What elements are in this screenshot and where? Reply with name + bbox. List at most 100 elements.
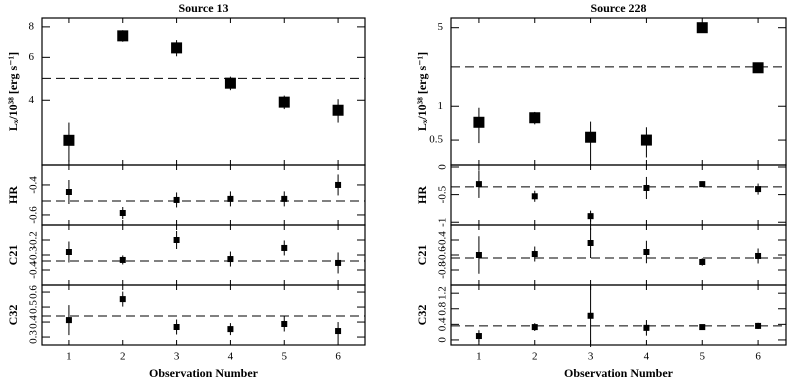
x-axis-label: Observation Number [149, 366, 259, 380]
x-tick-label: 6 [755, 351, 761, 363]
panel-frame [41, 164, 366, 226]
x-tick-label: 2 [532, 351, 538, 363]
data-point [224, 77, 236, 89]
y-tick-label: -0.4 [28, 176, 40, 194]
y-axis-label: C21 [6, 245, 20, 266]
data-point [335, 259, 342, 266]
y-tick-label: 8 [29, 20, 35, 32]
panel-frame [41, 284, 366, 346]
data-point [699, 324, 706, 331]
panel-frame [450, 224, 787, 286]
panel-frame [450, 284, 787, 346]
x-tick-label: 5 [282, 351, 288, 363]
y-axis-label: Lₓ/10³⁸ [erg s⁻¹] [415, 52, 429, 131]
data-point [335, 328, 342, 335]
y-tick-label: -0.3 [28, 246, 40, 264]
data-point [278, 96, 290, 108]
data-point [281, 195, 288, 202]
data-point [755, 186, 762, 193]
data-point [475, 252, 482, 258]
data-point [585, 131, 597, 143]
data-point [699, 181, 706, 188]
x-axis-label: Observation Number [564, 366, 674, 380]
data-point [587, 240, 594, 246]
data-point [281, 244, 288, 251]
data-point [531, 193, 538, 200]
y-tick-label: 1 [438, 100, 444, 112]
data-point [531, 251, 538, 258]
x-tick-label: 5 [700, 351, 706, 363]
y-tick-label: -0.2 [28, 231, 40, 248]
y-axis-label: Lₓ/10³⁸ [erg s⁻¹] [6, 52, 20, 131]
data-point [173, 324, 180, 330]
data-point [227, 256, 234, 263]
y-tick-label: 0.4 [437, 317, 449, 331]
y-tick-label: 0 [437, 164, 449, 170]
x-tick-label: 4 [228, 351, 234, 363]
panel-frame [450, 17, 787, 166]
y-tick-label: -0.6 [28, 206, 40, 224]
x-tick-label: 3 [588, 351, 594, 363]
data-point [696, 22, 708, 34]
data-point [173, 237, 180, 243]
data-point [227, 326, 234, 333]
y-tick-label: 4 [29, 94, 35, 106]
data-point [529, 112, 541, 124]
data-point [117, 30, 129, 42]
data-point [332, 104, 344, 116]
data-point [119, 256, 126, 263]
data-point [752, 62, 764, 74]
y-tick-label: -0.8 [437, 261, 449, 279]
data-point [227, 195, 234, 202]
y-tick-label: 0.3 [28, 330, 40, 344]
data-point [643, 184, 650, 191]
y-tick-label: 5 [438, 21, 444, 33]
x-tick-label: 2 [120, 351, 126, 363]
panel-frame [450, 164, 787, 226]
data-point [475, 181, 482, 188]
y-axis-label: HR [415, 186, 429, 204]
data-point [119, 296, 126, 303]
y-tick-label: 1.2 [437, 286, 449, 300]
data-point [171, 42, 183, 54]
data-point [643, 324, 650, 331]
y-tick-label: 0.4 [28, 315, 40, 329]
y-tick-label: 0.5 [429, 134, 443, 146]
data-point [475, 333, 482, 340]
data-point [755, 252, 762, 259]
y-tick-label: -0.5 [437, 185, 449, 203]
y-tick-label: -0.4 [28, 261, 40, 279]
data-point [699, 258, 706, 265]
data-point [173, 196, 180, 203]
x-tick-label: 1 [476, 351, 482, 363]
data-point [531, 324, 538, 331]
y-tick-label: 0 [437, 337, 449, 343]
y-tick-label: -0.4 [437, 231, 449, 249]
data-point [755, 322, 762, 329]
x-tick-label: 6 [335, 351, 341, 363]
data-point [640, 134, 652, 146]
y-axis-label: HR [6, 186, 20, 204]
y-tick-label: 0.6 [28, 285, 40, 299]
chart-title: Source 13 [178, 1, 228, 15]
data-point [587, 213, 594, 220]
data-point [643, 249, 650, 255]
y-axis-label: C21 [415, 245, 429, 266]
x-tick-label: 1 [66, 351, 72, 363]
panel-frame [41, 17, 366, 166]
data-point [65, 249, 72, 255]
data-point [63, 134, 75, 146]
data-point [65, 189, 72, 195]
y-tick-label: 0.8 [437, 301, 449, 315]
y-axis-label: C32 [415, 305, 429, 326]
data-point [119, 210, 126, 216]
y-tick-label: 0.5 [28, 300, 40, 314]
data-point [65, 317, 72, 324]
chart-title: Source 228 [590, 1, 646, 15]
y-tick-label: 6 [29, 51, 35, 63]
data-point [281, 321, 288, 327]
data-point [473, 116, 485, 128]
data-point [335, 181, 342, 188]
y-tick-label: -1 [437, 218, 449, 227]
